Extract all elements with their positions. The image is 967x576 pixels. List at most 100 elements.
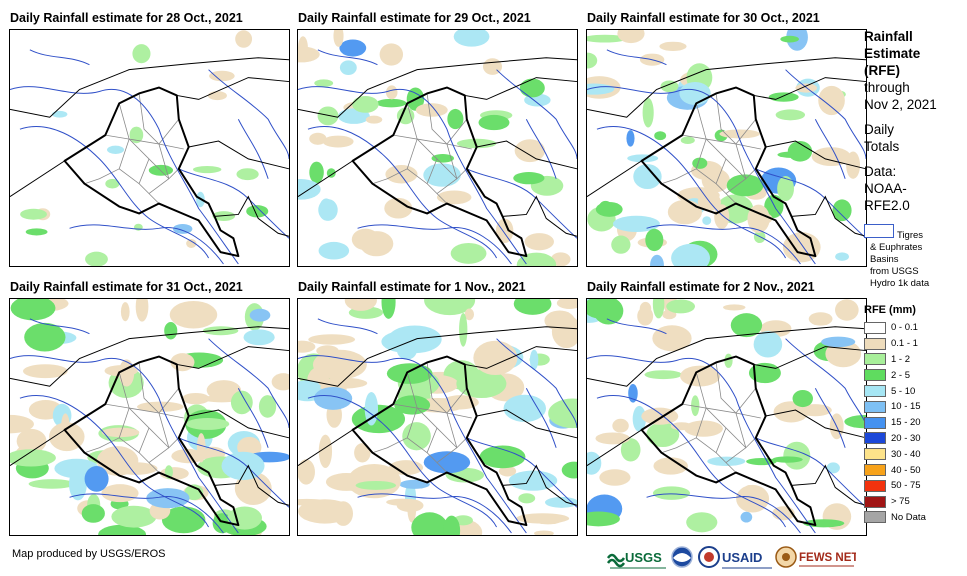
rainfall-cell bbox=[598, 200, 613, 217]
rfe-class-swatch bbox=[864, 416, 886, 429]
basin-outline bbox=[596, 126, 787, 259]
rainfall-cell bbox=[385, 165, 418, 184]
rainfall-cell bbox=[298, 498, 328, 506]
map-panel-28-oct bbox=[9, 29, 290, 267]
rainfall-cell bbox=[101, 427, 140, 438]
rainfall-cell bbox=[714, 204, 730, 230]
basin-outline bbox=[496, 69, 577, 159]
country-border bbox=[753, 346, 866, 369]
basin-outline bbox=[298, 355, 527, 534]
rainfall-cell bbox=[587, 52, 598, 69]
rainfall-cell bbox=[271, 373, 289, 391]
basin-outline bbox=[10, 86, 239, 265]
rainfall-cell bbox=[652, 486, 691, 500]
legend-title-line-2: Estimate bbox=[864, 46, 921, 61]
map-panel-30-oct bbox=[586, 29, 867, 267]
country-border bbox=[214, 195, 289, 237]
basin-outline bbox=[755, 437, 866, 508]
rainfall-cell bbox=[679, 81, 711, 105]
rainfall-cell bbox=[313, 387, 353, 410]
rainfall-cell bbox=[832, 199, 852, 222]
basin-outline bbox=[357, 493, 512, 534]
country-border bbox=[791, 195, 866, 237]
rainfall-cell bbox=[593, 299, 624, 325]
rfe-class-swatch bbox=[864, 321, 886, 334]
rainfall-cell bbox=[450, 242, 487, 264]
rainfall-cell bbox=[680, 365, 721, 387]
iraq-border bbox=[63, 86, 240, 258]
map-panel-1-nov bbox=[297, 298, 578, 536]
rainfall-cell bbox=[783, 441, 811, 470]
rainfall-cell bbox=[396, 499, 424, 512]
basin-outline bbox=[785, 338, 866, 428]
rainfall-cell bbox=[464, 308, 475, 321]
rfe-class-swatch bbox=[864, 400, 886, 413]
country-border bbox=[464, 77, 577, 100]
country-border bbox=[587, 57, 866, 118]
legend-data-source-2: RFE2.0 bbox=[864, 198, 910, 213]
rainfall-cell bbox=[333, 30, 344, 47]
rainfall-cell bbox=[309, 161, 324, 184]
rainfall-cell bbox=[459, 312, 468, 347]
rainfall-cell bbox=[318, 241, 350, 260]
rainfall-cell bbox=[660, 80, 679, 93]
basin-outline bbox=[814, 388, 846, 448]
rainfall-cell bbox=[479, 445, 526, 469]
rainfall-cell bbox=[650, 254, 664, 266]
map-svg bbox=[298, 299, 577, 535]
rfe-class-swatch bbox=[864, 369, 886, 382]
basin-legend: Tigres bbox=[864, 224, 964, 242]
rainfall-cell bbox=[171, 448, 205, 464]
rfe-class-swatch bbox=[864, 385, 886, 398]
rainfall-cell bbox=[821, 336, 856, 348]
rainfall-cell bbox=[134, 223, 143, 231]
rainfall-cell bbox=[258, 395, 277, 418]
rainfall-cell bbox=[423, 163, 461, 187]
country-border bbox=[791, 464, 866, 506]
province-border bbox=[406, 372, 468, 449]
rainfall-cell bbox=[473, 340, 518, 376]
basin-outline bbox=[587, 355, 816, 534]
rainfall-cell bbox=[503, 394, 547, 423]
rainfall-cell bbox=[312, 349, 367, 380]
rainfall-cell bbox=[381, 330, 430, 353]
rfe-class-label: > 75 bbox=[891, 496, 910, 508]
rainfall-cell bbox=[227, 506, 262, 530]
rfe-class-swatch bbox=[864, 511, 886, 524]
province-border bbox=[706, 407, 747, 463]
rainfall-cell bbox=[514, 139, 546, 163]
rainfall-cell bbox=[561, 461, 577, 479]
rainfall-cell bbox=[298, 340, 316, 353]
rainfall-cell bbox=[105, 178, 120, 189]
basin-outline bbox=[178, 168, 289, 239]
basin-outline bbox=[237, 388, 269, 448]
panel-title-3: Daily Rainfall estimate for 30 Oct., 202… bbox=[587, 11, 820, 25]
country-border bbox=[587, 429, 642, 467]
rainfall-cell bbox=[385, 85, 398, 100]
rainfall-cell bbox=[518, 493, 536, 504]
rainfall-cell bbox=[617, 30, 645, 44]
rfe-class-label: 30 - 40 bbox=[891, 448, 921, 460]
rainfall-cell bbox=[355, 480, 397, 490]
rainfall-cell bbox=[652, 325, 692, 352]
rfe-class-row: 2 - 5 bbox=[864, 367, 964, 383]
rainfall-cell bbox=[524, 233, 554, 251]
basin-line-4: Hydro 1k data bbox=[870, 278, 930, 289]
legend-data-source-1: NOAA- bbox=[864, 181, 907, 196]
rainfall-cell bbox=[352, 95, 379, 113]
rainfall-cell bbox=[381, 299, 396, 319]
rfe-class-row: 20 - 30 bbox=[864, 431, 964, 447]
rainfall-cell bbox=[777, 176, 795, 202]
rainfall-layer bbox=[10, 299, 289, 535]
basin-outline bbox=[178, 437, 289, 508]
rainfall-cell bbox=[161, 506, 206, 534]
rainfall-cell bbox=[637, 306, 654, 326]
rainfall-cell bbox=[85, 251, 108, 266]
usgs-logo: USGS bbox=[606, 550, 666, 569]
rainfall-cell bbox=[702, 216, 712, 225]
rainfall-cell bbox=[595, 432, 630, 445]
rainfall-cell bbox=[132, 44, 151, 64]
rainfall-cell bbox=[322, 135, 354, 148]
province-border bbox=[661, 437, 697, 454]
rfe-legend-title: RFE (mm) bbox=[864, 304, 916, 316]
